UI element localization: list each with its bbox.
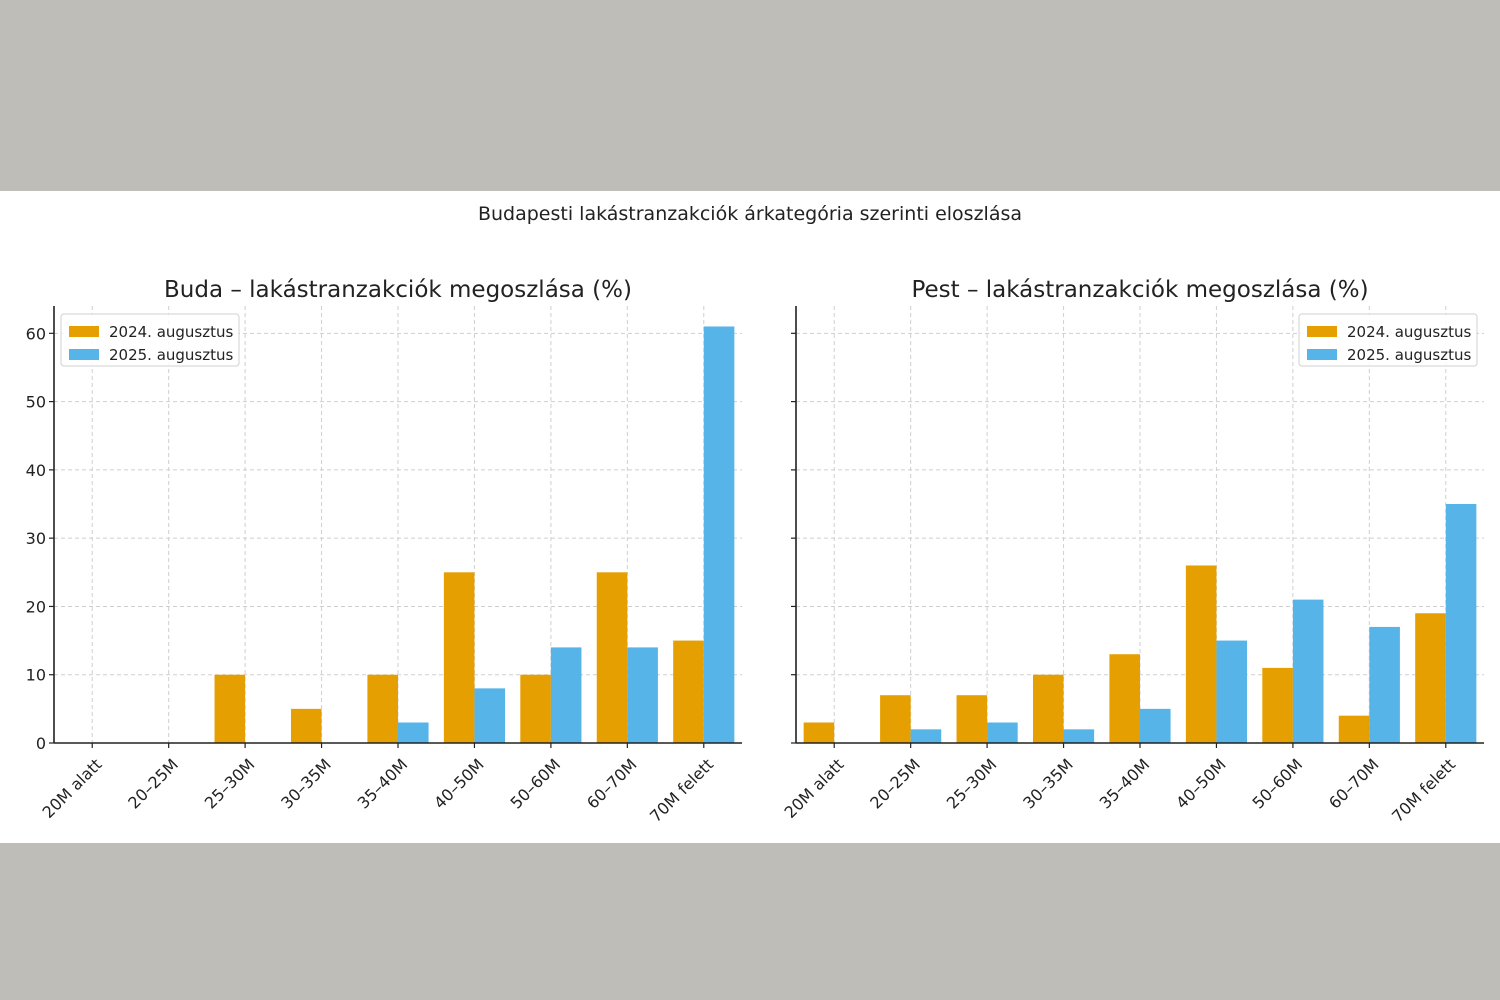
legend-label: 2025. augusztus <box>109 346 234 364</box>
pest-bar-2025 <box>1445 504 1477 743</box>
pest-bar-2024 <box>956 695 988 743</box>
buda-bar-2024 <box>520 674 551 743</box>
x-tick-label: 25–30M <box>943 755 1001 813</box>
legend-label: 2024. augusztus <box>109 323 234 341</box>
x-tick-label: 35–40M <box>354 755 412 813</box>
pest-chart-title: Pest – lakástranzakciók megoszlása (%) <box>911 277 1368 303</box>
buda-bar-2024 <box>596 572 628 743</box>
pest-bar-2025 <box>1369 626 1400 743</box>
y-tick-label: 40 <box>26 461 46 480</box>
x-tick-label: 25–30M <box>201 755 259 813</box>
legend-box <box>1298 313 1478 367</box>
legend-label: 2025. augusztus <box>1347 346 1472 364</box>
buda-bar-2025 <box>398 722 429 743</box>
x-tick-label: 60–70M <box>1325 755 1383 813</box>
pest-bar-2024 <box>1415 613 1446 743</box>
x-tick-label: 40–50M <box>430 755 488 813</box>
pest-bar-2025 <box>910 729 942 743</box>
legend-swatch-2025 <box>1307 349 1337 360</box>
legend-swatch-2025 <box>69 349 99 360</box>
y-tick-label: 60 <box>26 324 46 343</box>
x-tick-label: 20M alatt <box>780 755 847 822</box>
x-tick-label: 30–35M <box>1019 755 1077 813</box>
x-tick-label: 35–40M <box>1096 755 1154 813</box>
pest-bar-2024 <box>1262 667 1293 743</box>
x-tick-label: 60–70M <box>583 755 641 813</box>
x-tick-label: 50–60M <box>1249 755 1307 813</box>
legend-label: 2024. augusztus <box>1347 323 1472 341</box>
x-tick-label: 70M felett <box>646 755 717 826</box>
pest-bar-2024 <box>1032 674 1064 743</box>
pest-bar-2024 <box>803 722 835 743</box>
pest-bar-2025 <box>1216 640 1248 743</box>
buda-bar-2024 <box>673 640 704 743</box>
x-tick-label: 20–25M <box>866 755 924 813</box>
y-tick-label: 30 <box>26 529 46 548</box>
buda-bar-2025 <box>550 647 582 743</box>
buda-bar-2024 <box>443 572 475 743</box>
pest-bar-2024 <box>880 695 911 743</box>
buda-bar-2025 <box>627 647 658 743</box>
buda-bar-2025 <box>474 688 506 743</box>
pest-bar-2025 <box>1292 599 1324 743</box>
chart-figure: Budapesti lakástranzakciók árkategória s… <box>26 203 1484 826</box>
buda-bar-2024 <box>367 674 398 743</box>
pest-bar-2025 <box>987 722 1018 743</box>
buda-legend: 2024. augusztus 2025. augusztus <box>60 313 240 367</box>
pest-bar-2024 <box>1185 565 1217 743</box>
buda-chart-title: Buda – lakástranzakciók megoszlása (%) <box>164 277 632 303</box>
x-tick-label: 20–25M <box>124 755 182 813</box>
buda-bar-2025 <box>703 326 735 743</box>
buda-bar-2024 <box>290 708 322 743</box>
buda-chart: Buda – lakástranzakciók megoszlása (%) 0 1… <box>26 277 742 826</box>
y-tick-label: 0 <box>36 734 46 753</box>
pest-bar-2024 <box>1109 654 1140 743</box>
buda-bar-2024 <box>214 674 246 743</box>
x-tick-label: 40–50M <box>1172 755 1230 813</box>
y-tick-label: 10 <box>26 666 46 685</box>
pest-bar-2025 <box>1063 729 1095 743</box>
figure: Budapesti lakástranzakciók árkategória s… <box>0 191 1500 843</box>
x-tick-label: 30–35M <box>277 755 335 813</box>
x-tick-label: 70M felett <box>1388 755 1459 826</box>
y-tick-label: 20 <box>26 597 46 616</box>
figure-suptitle: Budapesti lakástranzakciók árkategória s… <box>478 203 1022 225</box>
legend-swatch-2024 <box>1307 326 1337 337</box>
legend-box <box>60 313 240 367</box>
pest-bar-2025 <box>1140 708 1171 743</box>
legend-swatch-2024 <box>69 326 99 337</box>
y-tick-label: 50 <box>26 393 46 412</box>
x-tick-label: 50–60M <box>507 755 565 813</box>
pest-legend: 2024. augusztus 2025. augusztus <box>1298 313 1478 367</box>
x-tick-label: 20M alatt <box>38 755 105 822</box>
pest-bar-2024 <box>1338 715 1370 743</box>
pest-chart: Pest – lakástranzakciók megoszlása (%) 20… <box>780 277 1484 826</box>
